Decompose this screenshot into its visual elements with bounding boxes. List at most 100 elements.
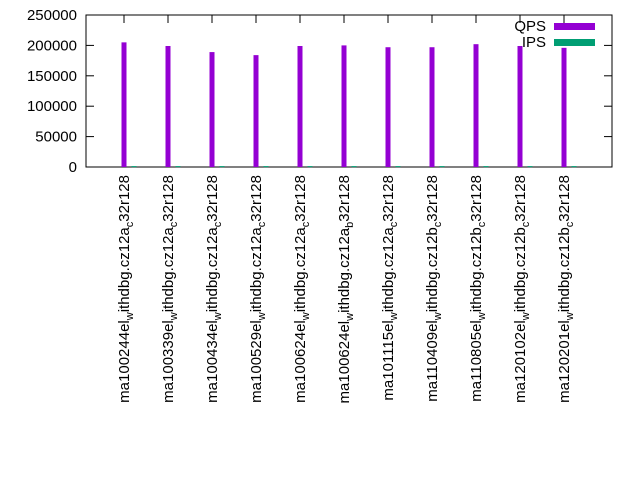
x-tick-label-part: c — [432, 221, 444, 227]
bar-qps-10 — [517, 46, 523, 168]
x-tick-label-part: b — [344, 222, 356, 228]
y-tick-label: 0 — [69, 159, 77, 176]
x-tick-label-part: ithdbg.cz12b — [468, 227, 485, 312]
bar-qps-5 — [297, 46, 303, 168]
x-tick-label-part: ma120102el — [512, 320, 529, 403]
x-tick-label: ma120201elwithdbg.cz12bc32r128 — [556, 175, 576, 403]
bar-qps-6 — [341, 45, 347, 167]
bar-qps-7 — [385, 47, 391, 167]
y-tick-label: 150000 — [27, 68, 77, 85]
x-tick-label-part: ithdbg.cz12b — [424, 227, 441, 312]
x-tick-label-part: w — [256, 312, 268, 321]
x-tick-label-part: 32r128 — [424, 175, 441, 222]
x-tick-label-part: c — [124, 221, 136, 227]
x-tick-label-part: ma110409el — [424, 320, 441, 401]
bar-ips-11 — [571, 166, 577, 168]
x-tick-label-part: w — [432, 312, 444, 321]
x-tick-label-part: ma100244el — [116, 320, 133, 403]
x-tick-label-part: ithdbg.cz12a — [248, 227, 265, 313]
x-tick-label-part: ma100624el — [292, 320, 309, 403]
x-tick-label-part: 32r128 — [248, 175, 265, 222]
legend-label-qps: QPS — [514, 18, 546, 35]
x-tick-label-part: w — [564, 312, 576, 321]
x-tick-label-part: ithdbg.cz12b — [512, 227, 529, 312]
x-tick-label-part: c — [168, 221, 180, 227]
x-tick-label-part: ma100624el — [336, 321, 353, 404]
bar-ips-9 — [483, 166, 489, 168]
x-tick-label-part: ma100339el — [160, 320, 177, 403]
bar-qps-4 — [253, 55, 259, 167]
bar-qps-9 — [473, 44, 479, 167]
x-tick-label-part: w — [476, 312, 488, 321]
bar-ips-3 — [219, 166, 225, 168]
x-tick-label-part: ma100529el — [248, 320, 265, 403]
x-tick-label: ma101115elwithdbg.cz12ac32r128 — [380, 175, 400, 401]
x-tick-label: ma100624elwithdbg.cz12ac32r128 — [292, 175, 312, 403]
bar-qps-3 — [209, 52, 215, 168]
x-tick-label-part: 32r128 — [160, 175, 177, 222]
x-tick-label-part: w — [344, 313, 356, 322]
bar-ips-6 — [351, 166, 357, 168]
x-tick-label: ma110805elwithdbg.cz12bc32r128 — [468, 175, 488, 402]
y-tick-label: 50000 — [35, 129, 77, 146]
x-tick-label: ma100434elwithdbg.cz12ac32r128 — [204, 175, 224, 403]
y-tick-label: 100000 — [27, 98, 77, 115]
x-tick-label: ma100529elwithdbg.cz12ac32r128 — [248, 175, 268, 403]
bar-ips-2 — [175, 166, 181, 168]
x-tick-label-part: 32r128 — [336, 175, 353, 222]
x-tick-label: ma100244elwithdbg.cz12ac32r128 — [116, 175, 136, 403]
legend-swatch-ips — [554, 39, 595, 46]
x-tick-label: ma110409elwithdbg.cz12bc32r128 — [424, 175, 444, 402]
x-tick-label-part: 32r128 — [116, 175, 133, 222]
bar-ips-7 — [395, 166, 401, 168]
x-tick-label: ma100624elwithdbg.cz12ab32r128 — [336, 175, 356, 403]
x-tick-label-part: ithdbg.cz12a — [116, 227, 133, 313]
x-tick-label-part: 32r128 — [468, 175, 485, 222]
x-tick-labels: ma100244elwithdbg.cz12ac32r128ma100339el… — [116, 175, 576, 403]
x-tick-label-part: c — [520, 221, 532, 227]
x-tick-label-part: c — [212, 221, 224, 227]
x-tick-label-part: 32r128 — [512, 175, 529, 222]
x-tick-label-part: ma101115el — [380, 320, 397, 400]
x-tick-label-part: w — [212, 312, 224, 321]
x-tick-label-part: w — [520, 312, 532, 321]
x-tick-label-part: 32r128 — [292, 175, 309, 222]
bar-ips-5 — [307, 166, 313, 168]
x-tick-label: ma100339elwithdbg.cz12ac32r128 — [160, 175, 180, 403]
x-tick-label-part: 32r128 — [556, 175, 573, 222]
bars — [121, 42, 577, 168]
x-tick-label-part: ma120201el — [556, 320, 573, 403]
x-tick-label-part: ithdbg.cz12a — [380, 227, 397, 313]
x-tick-label-part: w — [124, 312, 136, 321]
x-tick-label-part: c — [300, 221, 312, 227]
x-tick-label-part: ma100434el — [204, 320, 221, 403]
x-tick-label-part: w — [300, 312, 312, 321]
legend-swatch-qps — [554, 23, 595, 30]
x-tick-label-part: ithdbg.cz12b — [556, 227, 573, 312]
x-tick-label-part: w — [168, 312, 180, 321]
x-tick-label-part: ithdbg.cz12a — [160, 227, 177, 313]
x-tick-label-part: c — [256, 221, 268, 227]
bar-qps-8 — [429, 47, 435, 167]
x-tick-label-part: w — [388, 312, 400, 321]
y-tick-label: 250000 — [27, 7, 77, 24]
bar-ips-8 — [439, 166, 445, 168]
bar-ips-10 — [527, 166, 533, 168]
bar-qps-11 — [561, 47, 567, 167]
plot-frame — [85, 14, 613, 168]
x-tick-label-part: c — [388, 221, 400, 227]
x-tick-label-part: ithdbg.cz12a — [336, 227, 353, 313]
x-tick-label-part: ma110805el — [468, 320, 485, 401]
legend-label-ips: IPS — [522, 34, 546, 51]
x-tick-label-part: c — [564, 221, 576, 227]
x-tick-label-part: 32r128 — [204, 175, 221, 222]
x-tick-label: ma120102elwithdbg.cz12bc32r128 — [512, 175, 532, 403]
y-tick-label: 200000 — [27, 37, 77, 54]
x-tick-label-part: 32r128 — [380, 175, 397, 222]
bar-qps-2 — [165, 46, 171, 168]
bar-ips-4 — [263, 166, 269, 168]
x-tick-label-part: ithdbg.cz12a — [292, 227, 309, 313]
